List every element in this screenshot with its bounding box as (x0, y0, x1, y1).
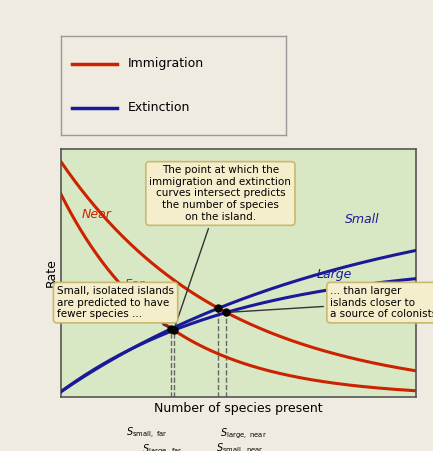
Text: The point at which the
immigration and extinction
curves intersect predicts
the : The point at which the immigration and e… (149, 165, 291, 327)
Text: Extinction: Extinction (128, 101, 191, 114)
Text: $S_{\rm small,\ near}$: $S_{\rm small,\ near}$ (216, 442, 264, 451)
Text: Immigration: Immigration (128, 57, 204, 70)
Text: Near: Near (82, 208, 112, 221)
Text: $S_{\rm small,\ far}$: $S_{\rm small,\ far}$ (126, 425, 167, 441)
Text: $S_{\rm large,\ far}$: $S_{\rm large,\ far}$ (142, 443, 183, 451)
Text: Small: Small (345, 213, 379, 226)
Text: Far: Far (125, 278, 145, 291)
Text: Small, isolated islands
are predicted to have
fewer species ...: Small, isolated islands are predicted to… (57, 286, 174, 327)
Text: $S_{\rm large,\ near}$: $S_{\rm large,\ near}$ (220, 426, 267, 441)
X-axis label: Number of species present: Number of species present (154, 402, 323, 415)
Y-axis label: Rate: Rate (45, 258, 58, 287)
Text: ... than larger
islands closer to
a source of colonists.: ... than larger islands closer to a sour… (229, 286, 433, 319)
Text: Large: Large (316, 268, 352, 281)
